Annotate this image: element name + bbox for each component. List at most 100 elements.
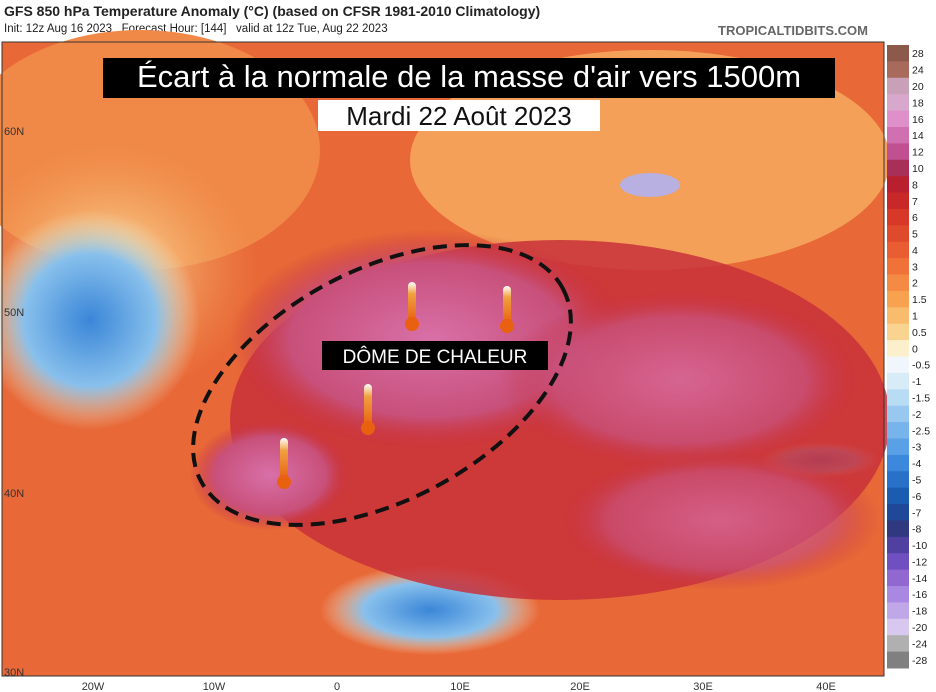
colorbar-label: 20 (912, 81, 924, 93)
colorbar-label: -6 (912, 491, 921, 503)
colorbar-label: 5 (912, 229, 918, 241)
colorbar-swatch (887, 159, 909, 177)
colorbar-swatch (887, 356, 909, 374)
colorbar-label: 28 (912, 48, 924, 60)
colorbar-swatch (887, 553, 909, 571)
colorbar-label: -7 (912, 507, 921, 519)
overlay-title: Écart à la normale de la masse d'air ver… (137, 59, 801, 94)
colorbar-label: 1.5 (912, 294, 927, 306)
overlay-date: Mardi 22 Août 2023 (346, 101, 572, 131)
colorbar-swatch (887, 504, 909, 521)
colorbar-swatch (887, 143, 909, 161)
colorbar-swatch (887, 77, 909, 95)
colorbar-label: 14 (912, 130, 924, 142)
colorbar-label: 8 (912, 179, 918, 191)
longitude-label: 30E (693, 681, 713, 692)
colorbar-swatch (887, 45, 909, 62)
colorbar-swatch (887, 94, 909, 112)
anomaly-area (190, 420, 350, 530)
colorbar-swatch (887, 208, 909, 226)
colorbar-label: 2 (912, 278, 918, 290)
colorbar-swatch (887, 635, 909, 653)
colorbar-swatch (887, 323, 909, 341)
colorbar-label: -14 (912, 573, 927, 585)
colorbar-swatch (887, 61, 909, 79)
colorbar-swatch (887, 241, 909, 259)
colorbar-swatch (887, 290, 909, 308)
heat-dome-label: DÔME DE CHALEUR (343, 346, 528, 368)
colorbar-swatch (887, 618, 909, 636)
colorbar-label: 3 (912, 261, 918, 273)
colorbar-label: 1 (912, 311, 918, 323)
colorbar-swatch (887, 225, 909, 243)
colorbar-swatch (887, 471, 909, 489)
colorbar-label: -4 (912, 458, 921, 470)
colorbar-swatch (887, 520, 909, 538)
map-frame (1, 41, 885, 677)
latitude-label: 30N (4, 667, 24, 679)
colorbar-label: -3 (912, 442, 921, 454)
colorbar-label: -18 (912, 606, 927, 618)
heat-dome-label-box (322, 341, 548, 370)
cold-anomaly (620, 173, 680, 197)
colorbar-swatch (887, 258, 909, 276)
anomaly-area (500, 290, 860, 470)
longitude-label: 10W (203, 681, 226, 692)
anomaly-area (560, 450, 880, 590)
longitude-label: 10E (450, 681, 470, 692)
thermometers (277, 282, 514, 489)
overlay-title-box (103, 58, 835, 98)
colorbar-label: 12 (912, 147, 924, 159)
colorbar-label: -20 (912, 622, 927, 634)
longitude-label: 0 (334, 681, 340, 692)
colorbar-label: 7 (912, 196, 918, 208)
colorbar-swatch (887, 110, 909, 128)
colorbar-swatch (887, 487, 909, 505)
colorbar-label: 18 (912, 97, 924, 109)
latitude-label: 60N (4, 126, 24, 138)
colorbar-swatch (887, 454, 909, 472)
colorbar-swatch (887, 569, 909, 587)
colorbar-swatch (887, 126, 909, 144)
colorbar-label: 0.5 (912, 327, 927, 339)
colorbar-swatch (887, 651, 909, 669)
colorbar-label: 16 (912, 114, 924, 126)
latitude-label: 50N (4, 307, 24, 319)
heat-dome-outline (191, 243, 573, 527)
colorbar-label: -1.5 (912, 392, 930, 404)
colorbar-label: 4 (912, 245, 918, 257)
colorbar-swatch (887, 192, 909, 210)
colorbar-swatch (887, 438, 909, 456)
colorbar-swatch (887, 274, 909, 292)
colorbar-label: 6 (912, 212, 918, 224)
colorbar-label: -16 (912, 589, 927, 601)
colorbar-swatch (887, 405, 909, 423)
colorbar-label: -0.5 (912, 360, 930, 372)
colorbar-label: 0 (912, 343, 918, 355)
colorbar-swatch (887, 422, 909, 439)
colorbar-label: -2 (912, 409, 921, 421)
colorbar-swatch (887, 602, 909, 620)
header-title: GFS 850 hPa Temperature Anomaly (°C) (ba… (4, 3, 541, 19)
longitude-label: 20E (570, 681, 590, 692)
colorbar-swatch (887, 536, 909, 554)
colorbar-swatch (887, 372, 909, 390)
colorbar-label: -1 (912, 376, 921, 388)
colorbar-swatch (887, 340, 909, 357)
colorbar-swatch (887, 586, 909, 603)
colorbar-label: -28 (912, 655, 927, 667)
colorbar-label: 24 (912, 65, 924, 77)
site-name: TROPICALTIDBITS.COM (718, 23, 868, 38)
colorbar-label: -2.5 (912, 425, 930, 437)
colorbar-label: -5 (912, 474, 921, 486)
latitude-label: 40N (4, 488, 24, 500)
colorbar-swatch (887, 389, 909, 407)
longitude-label: 40E (816, 681, 836, 692)
colorbar-label: -24 (912, 638, 927, 650)
colorbar-swatch (887, 307, 909, 325)
colorbar-label: -12 (912, 556, 927, 568)
colorbar-label: -8 (912, 524, 921, 536)
colorbar-swatch (887, 176, 909, 194)
